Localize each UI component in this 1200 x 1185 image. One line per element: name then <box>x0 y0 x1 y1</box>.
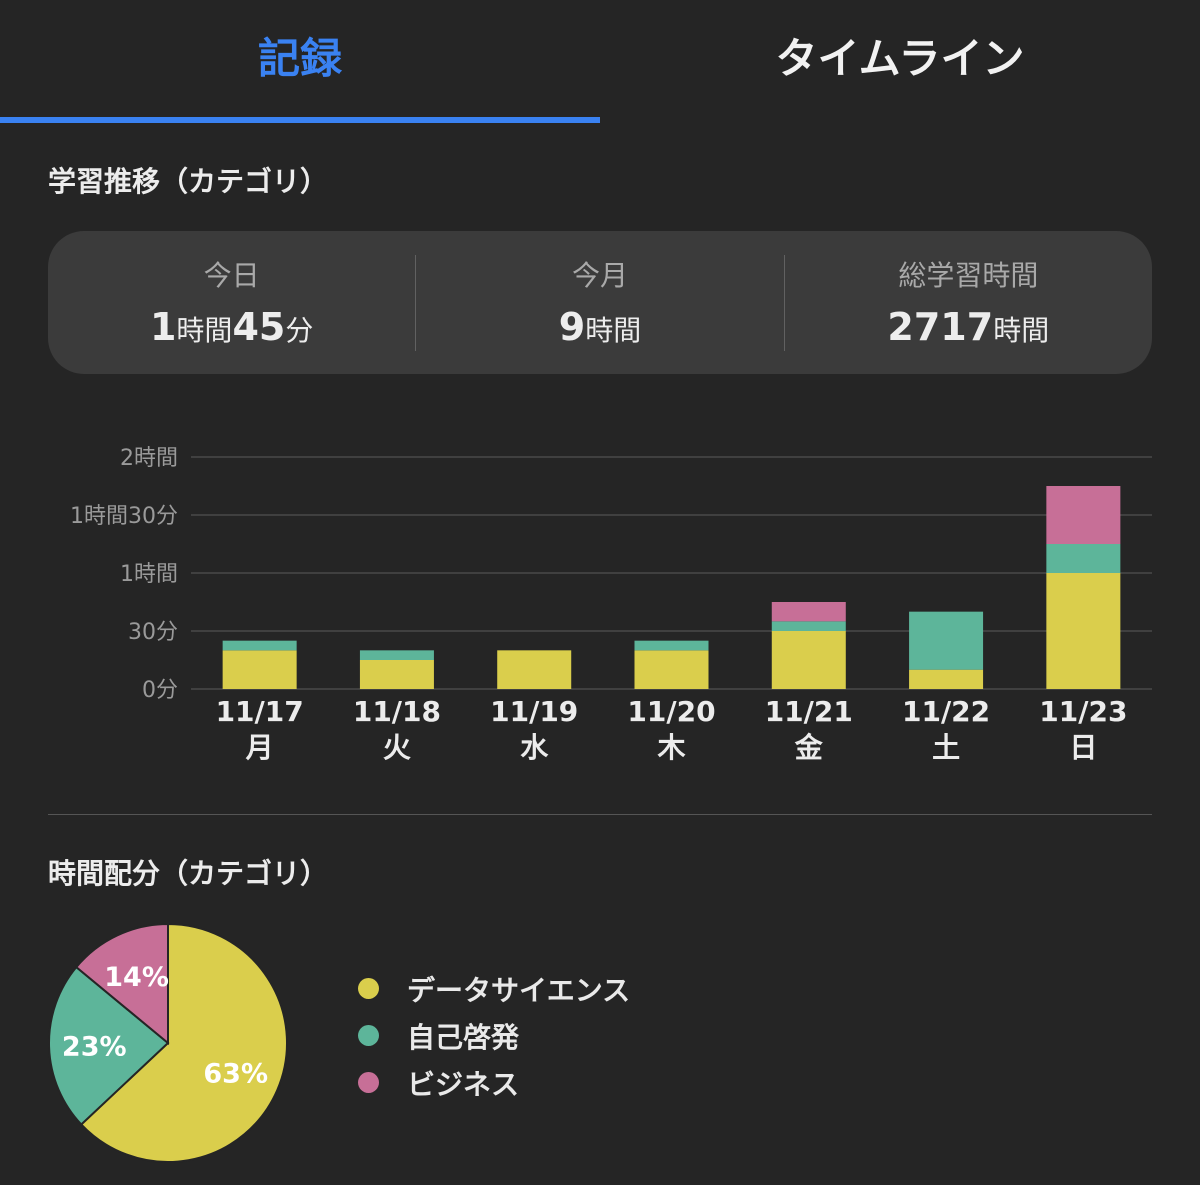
y-tick-label: 1時間30分 <box>70 504 178 529</box>
summary-card: 今日 1時間45分 今月 9時間 総学習時間 2717時間 <box>48 231 1152 374</box>
x-tick-weekday: 日 <box>1069 731 1097 764</box>
x-tick-weekday: 水 <box>520 731 549 764</box>
stat-month-hours: 9 <box>558 304 586 349</box>
legend-dot-data-science <box>358 978 379 999</box>
stat-total-value: 2717時間 <box>887 308 1049 346</box>
y-tick-label: 2時間 <box>120 446 178 471</box>
tab-record[interactable]: 記録 <box>0 0 600 124</box>
x-tick-date: 11/20 <box>627 695 715 728</box>
stacked-bar-chart: 0分 30分 1時間 1時間30分 2時間 11/17月 11/18火 11/19水 11/20… <box>70 446 1152 764</box>
y-tick-label: 30分 <box>128 620 178 645</box>
x-tick-date: 11/18 <box>353 695 441 728</box>
active-tab-indicator <box>0 117 600 123</box>
x-tick-date: 11/19 <box>490 695 578 728</box>
bar-segment <box>222 650 297 689</box>
tab-record-label: 記録 <box>257 33 342 83</box>
stat-month-label: 今月 <box>571 258 628 292</box>
section-divider <box>48 814 1152 815</box>
stat-divider <box>783 254 785 351</box>
tab-timeline[interactable]: タイムライン <box>600 0 1200 124</box>
legend-dot-business <box>358 1072 379 1093</box>
stat-today: 今日 1時間45分 <box>48 231 415 374</box>
pie-legend: データサイエンス 自己啓発 ビジネス <box>358 965 630 1106</box>
pie-slice <box>48 965 170 1126</box>
stat-month-hours-unit: 時間 <box>585 313 642 347</box>
bar-segment <box>1046 544 1121 573</box>
bar-segment <box>771 621 846 631</box>
x-tick-weekday: 木 <box>656 731 685 764</box>
stat-total: 総学習時間 2717時間 <box>785 231 1152 374</box>
bar-segment <box>771 631 846 689</box>
pie-chart: 63% 23% 14% <box>48 922 288 1163</box>
stat-month-value: 9時間 <box>559 308 641 346</box>
bar-segment <box>359 650 434 660</box>
trend-section-title: 学習推移（カテゴリ） <box>48 165 329 198</box>
stat-total-hours-unit: 時間 <box>993 313 1050 347</box>
distribution-section-title: 時間配分（カテゴリ） <box>48 857 329 890</box>
x-tick-date: 11/23 <box>1039 695 1127 728</box>
stat-today-label: 今日 <box>203 258 260 292</box>
y-tick-label: 0分 <box>142 678 178 703</box>
legend-item: データサイエンス <box>358 965 630 1012</box>
bar-segment <box>359 660 434 689</box>
legend-label: ビジネス <box>407 1067 520 1101</box>
stat-divider <box>415 254 417 351</box>
y-tick-label: 1時間 <box>120 562 178 587</box>
bar-segment <box>634 650 709 689</box>
stat-month: 今月 9時間 <box>416 231 783 374</box>
x-tick-weekday: 金 <box>794 731 824 764</box>
tab-bar: 記録 タイムライン <box>0 0 1200 124</box>
bar-segment <box>1046 573 1121 689</box>
legend-item: 自己啓発 <box>358 1012 630 1059</box>
legend-label: データサイエンス <box>407 973 631 1007</box>
bar-segment <box>497 650 572 689</box>
legend-item: ビジネス <box>358 1059 630 1106</box>
x-tick-date: 11/21 <box>765 695 853 728</box>
stat-total-hours: 2717 <box>887 304 994 349</box>
tab-timeline-label: タイムライン <box>775 33 1025 83</box>
x-tick-weekday: 月 <box>245 731 274 764</box>
x-tick-date: 11/17 <box>216 695 304 728</box>
stat-today-hours: 1 <box>149 304 177 349</box>
x-tick-weekday: 火 <box>383 731 411 764</box>
pie-slice <box>79 922 288 1163</box>
legend-dot-self-development <box>358 1025 379 1046</box>
bar-segment <box>771 602 846 622</box>
x-tick-weekday: 土 <box>932 731 960 764</box>
x-tick-date: 11/22 <box>902 695 990 728</box>
pie-slice-label: 63% <box>203 1058 268 1089</box>
stat-today-value: 1時間45分 <box>150 308 313 346</box>
pie-slice-label: 23% <box>62 1031 127 1062</box>
legend-label: 自己啓発 <box>407 1020 520 1054</box>
stat-total-label: 総学習時間 <box>898 258 1039 292</box>
stat-today-minutes-unit: 分 <box>285 313 314 347</box>
pie-slice-label: 14% <box>104 962 169 993</box>
stat-today-minutes: 45 <box>232 304 286 349</box>
pie-slice <box>74 922 169 1046</box>
bar-segment <box>634 640 709 651</box>
stat-today-hours-unit: 時間 <box>176 313 233 347</box>
bar-segment <box>1046 486 1121 544</box>
bar-segment <box>909 611 984 670</box>
bar-segment <box>222 640 297 651</box>
bar-segment <box>909 669 984 689</box>
